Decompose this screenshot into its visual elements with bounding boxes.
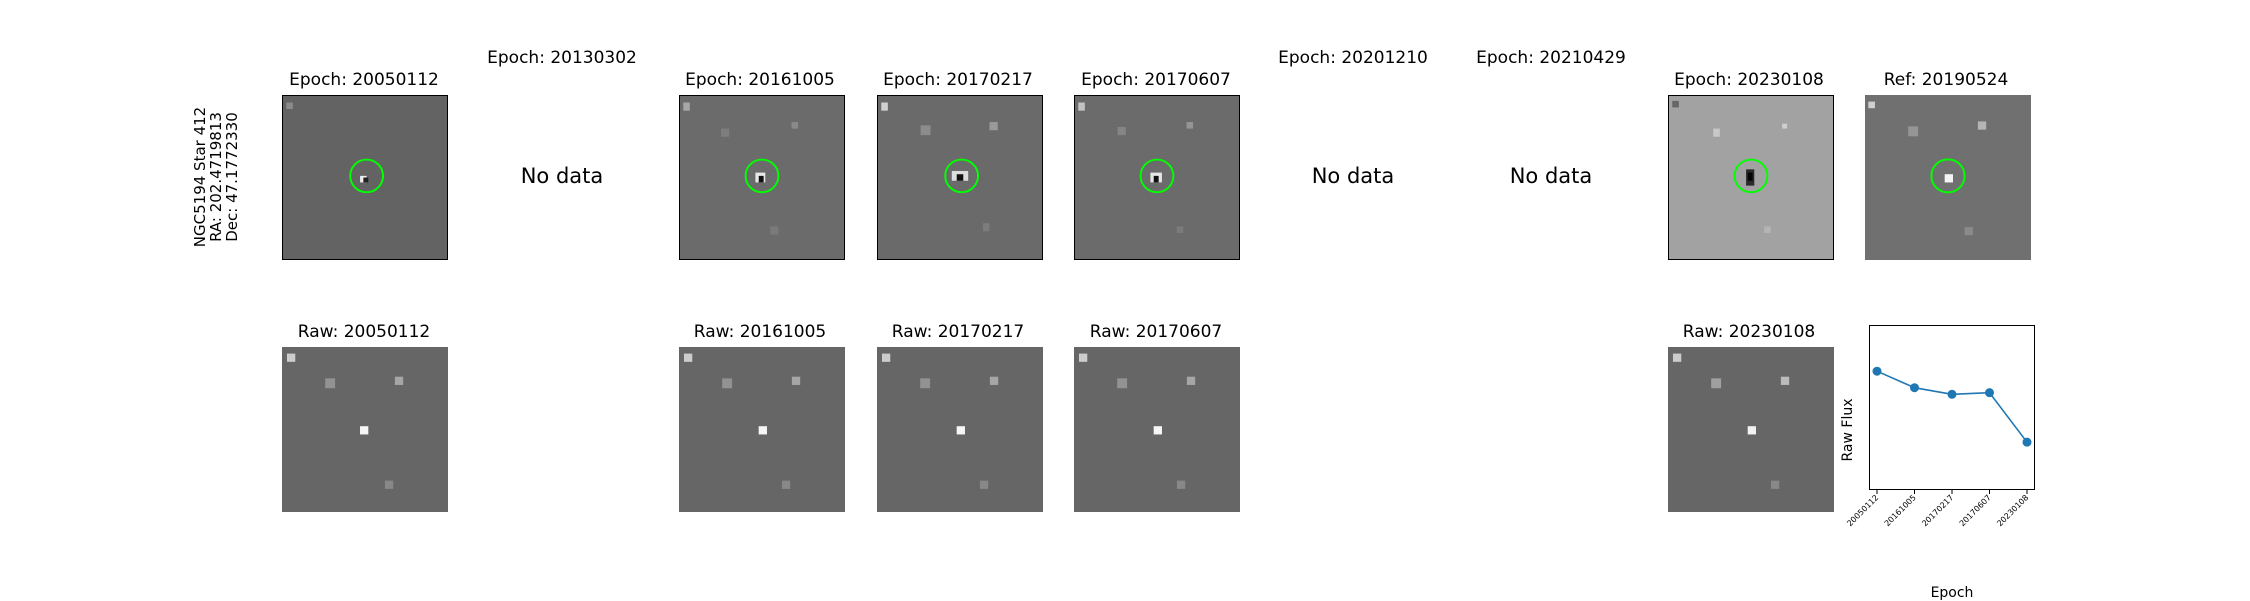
- raw-image-20161005: [679, 347, 845, 512]
- star-source: [1177, 481, 1185, 489]
- star-residual-dark: [1154, 176, 1159, 183]
- chart-frame: [1870, 326, 2035, 490]
- raw-title-8: Raw: 20230108: [1683, 322, 1816, 342]
- flux-point: [1948, 390, 1957, 399]
- corner-artifact: [881, 103, 888, 111]
- reference-image: [1865, 95, 2031, 260]
- star-residual-dark: [1748, 173, 1753, 181]
- raw-image-20230108: [1668, 347, 1834, 512]
- faint-source: [1187, 122, 1194, 129]
- star-dec: Dec: 47.1772330: [224, 107, 240, 247]
- flux-point: [1985, 388, 1994, 397]
- no-data-20201210: No data: [1312, 164, 1395, 188]
- star-source: [920, 378, 930, 388]
- epoch-title-2: Epoch: 20130302: [487, 48, 637, 68]
- star-source: [385, 481, 393, 489]
- faint-source: [1782, 124, 1787, 129]
- star-source: [287, 354, 295, 362]
- star-source: [1965, 227, 1973, 235]
- star-source: [1079, 354, 1087, 362]
- star-source: [360, 426, 368, 434]
- star-source: [1945, 174, 1953, 182]
- faint-source: [1713, 129, 1720, 137]
- epoch-title-3: Epoch: 20161005: [685, 70, 835, 90]
- raw-image-20050112: [282, 347, 448, 512]
- star-source: [1748, 426, 1756, 434]
- star-name: NGC5194 Star 412: [192, 107, 208, 247]
- corner-artifact: [683, 103, 690, 111]
- star-source: [1978, 121, 1986, 129]
- raw-title-3: Raw: 20161005: [694, 322, 827, 342]
- star-source: [1781, 377, 1789, 385]
- star-source: [1711, 378, 1721, 388]
- raw-title-4: Raw: 20170217: [892, 322, 1025, 342]
- no-data-20210429: No data: [1510, 164, 1593, 188]
- epoch-image-20230108: [1668, 95, 1834, 260]
- faint-source: [990, 122, 998, 130]
- star-source: [722, 378, 732, 388]
- star-residual-dark: [363, 178, 368, 183]
- epoch-title-5: Epoch: 20170607: [1081, 70, 1231, 90]
- faint-source: [983, 223, 990, 231]
- faint-source: [721, 129, 729, 137]
- x-tick-label: 20050112: [1845, 493, 1880, 528]
- epoch-image-20170607: [1074, 95, 1240, 260]
- star-source: [792, 377, 800, 385]
- faint-source: [921, 125, 931, 135]
- epoch-title-7: Epoch: 20210429: [1476, 48, 1626, 68]
- flux-point: [1873, 367, 1882, 376]
- epoch-image-20050112: [282, 95, 448, 260]
- star-source: [990, 377, 998, 385]
- star-source: [1187, 377, 1195, 385]
- star-source: [882, 354, 890, 362]
- star-ra: RA: 202.4719813: [208, 107, 224, 247]
- raw-title-5: Raw: 20170607: [1090, 322, 1223, 342]
- flux-point: [2023, 438, 2032, 447]
- star-source: [1868, 102, 1875, 109]
- star-source: [395, 377, 403, 385]
- star-source: [1908, 126, 1918, 136]
- x-tick-label: 20170217: [1920, 493, 1955, 528]
- faint-source: [770, 226, 778, 234]
- x-tick-label: 20230108: [1995, 493, 2030, 528]
- faint-source: [1764, 226, 1771, 233]
- x-tick-label: 20170607: [1958, 493, 1993, 528]
- corner-artifact: [286, 103, 293, 110]
- star-source: [325, 378, 335, 388]
- star-source: [1154, 426, 1162, 434]
- faint-source: [1177, 226, 1184, 233]
- flux-point: [1910, 383, 1919, 392]
- x-tick-label: 20161005: [1883, 493, 1918, 528]
- star-source: [1117, 378, 1127, 388]
- raw-image-20170607: [1074, 347, 1240, 512]
- corner-artifact: [1672, 101, 1679, 108]
- no-data-20130302: No data: [521, 164, 604, 188]
- chart-xlabel: Epoch: [1931, 585, 1974, 601]
- star-source: [980, 481, 988, 489]
- raw-title-1: Raw: 20050112: [298, 322, 431, 342]
- star-residual-dark: [759, 176, 764, 183]
- star-source: [759, 426, 767, 434]
- faint-source: [1118, 127, 1126, 135]
- star-source: [957, 426, 965, 434]
- faint-source: [792, 122, 799, 129]
- epoch-title-1: Epoch: 20050112: [289, 70, 439, 90]
- epoch-title-8: Epoch: 20230108: [1674, 70, 1824, 90]
- epoch-title-4: Epoch: 20170217: [883, 70, 1033, 90]
- star-residual-dark: [957, 174, 964, 181]
- raw-flux-chart: 20050112 20161005 20170217 20170607 20230108: [1869, 325, 2035, 490]
- epoch-image-20161005: [679, 95, 845, 260]
- raw-image-20170217: [877, 347, 1043, 512]
- star-source: [782, 481, 790, 489]
- ref-title: Ref: 20190524: [1884, 70, 2009, 90]
- star-source: [1673, 354, 1681, 362]
- corner-artifact: [1078, 103, 1085, 111]
- star-source: [684, 354, 692, 362]
- star-source: [1771, 481, 1779, 489]
- epoch-title-6: Epoch: 20201210: [1278, 48, 1428, 68]
- epoch-image-20170217: [877, 95, 1043, 260]
